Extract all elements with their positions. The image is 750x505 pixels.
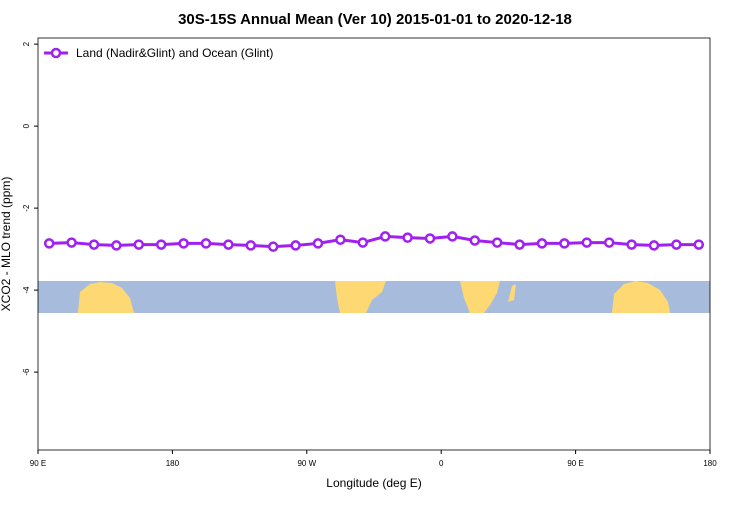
x-tick-label: 180	[166, 459, 180, 468]
data-point	[491, 237, 503, 248]
y-axis-label: XCO2 - MLO trend (ppm)	[0, 177, 13, 312]
data-point	[290, 240, 301, 251]
data-point	[671, 239, 682, 250]
data-point	[335, 234, 346, 245]
data-point	[200, 238, 212, 249]
x-tick-label: 0	[439, 459, 444, 468]
y-tick-label: -2	[22, 204, 31, 212]
plot-frame	[37, 37, 711, 451]
x-tick-label: 90 E	[30, 459, 46, 468]
data-point	[43, 238, 55, 249]
x-tick-label: 90 E	[567, 459, 583, 468]
data-point	[178, 238, 189, 249]
data-point	[357, 237, 369, 248]
y-tick-label: -6	[22, 368, 31, 376]
x-tick-label: 180	[703, 459, 717, 468]
x-tick-label: 90 W	[297, 459, 316, 468]
data-point	[536, 238, 548, 249]
data-point	[155, 239, 167, 250]
y-tick-label: 2	[22, 41, 31, 46]
data-point	[402, 232, 413, 243]
data-point	[603, 237, 615, 248]
data-point	[379, 231, 391, 242]
legend-label: Land (Nadir&Glint) and Ocean (Glint)	[76, 46, 273, 60]
data-point	[581, 237, 593, 248]
data-point	[514, 239, 525, 250]
legend-marker	[50, 47, 62, 59]
data-point	[424, 233, 436, 244]
data-point	[111, 240, 122, 251]
data-point	[88, 239, 100, 250]
data-point	[312, 238, 324, 249]
data-point	[133, 239, 145, 250]
legend: Land (Nadir&Glint) and Ocean (Glint)	[44, 46, 273, 60]
y-tick-label: 0	[22, 123, 31, 128]
data-point	[447, 231, 458, 242]
data-point	[267, 241, 279, 252]
series-line	[49, 234, 699, 249]
data-point	[626, 239, 637, 250]
data-point	[469, 235, 481, 246]
data-point	[245, 240, 257, 251]
data-point	[223, 239, 234, 250]
x-axis-label: Longitude (deg E)	[326, 476, 421, 490]
data-point	[559, 238, 570, 249]
data-point	[648, 240, 660, 251]
map-band	[38, 281, 710, 313]
y-tick-label: -4	[22, 286, 31, 294]
chart-title: 30S-15S Annual Mean (Ver 10) 2015-01-01 …	[178, 11, 572, 28]
data-point	[66, 237, 77, 248]
data-point	[693, 239, 705, 250]
